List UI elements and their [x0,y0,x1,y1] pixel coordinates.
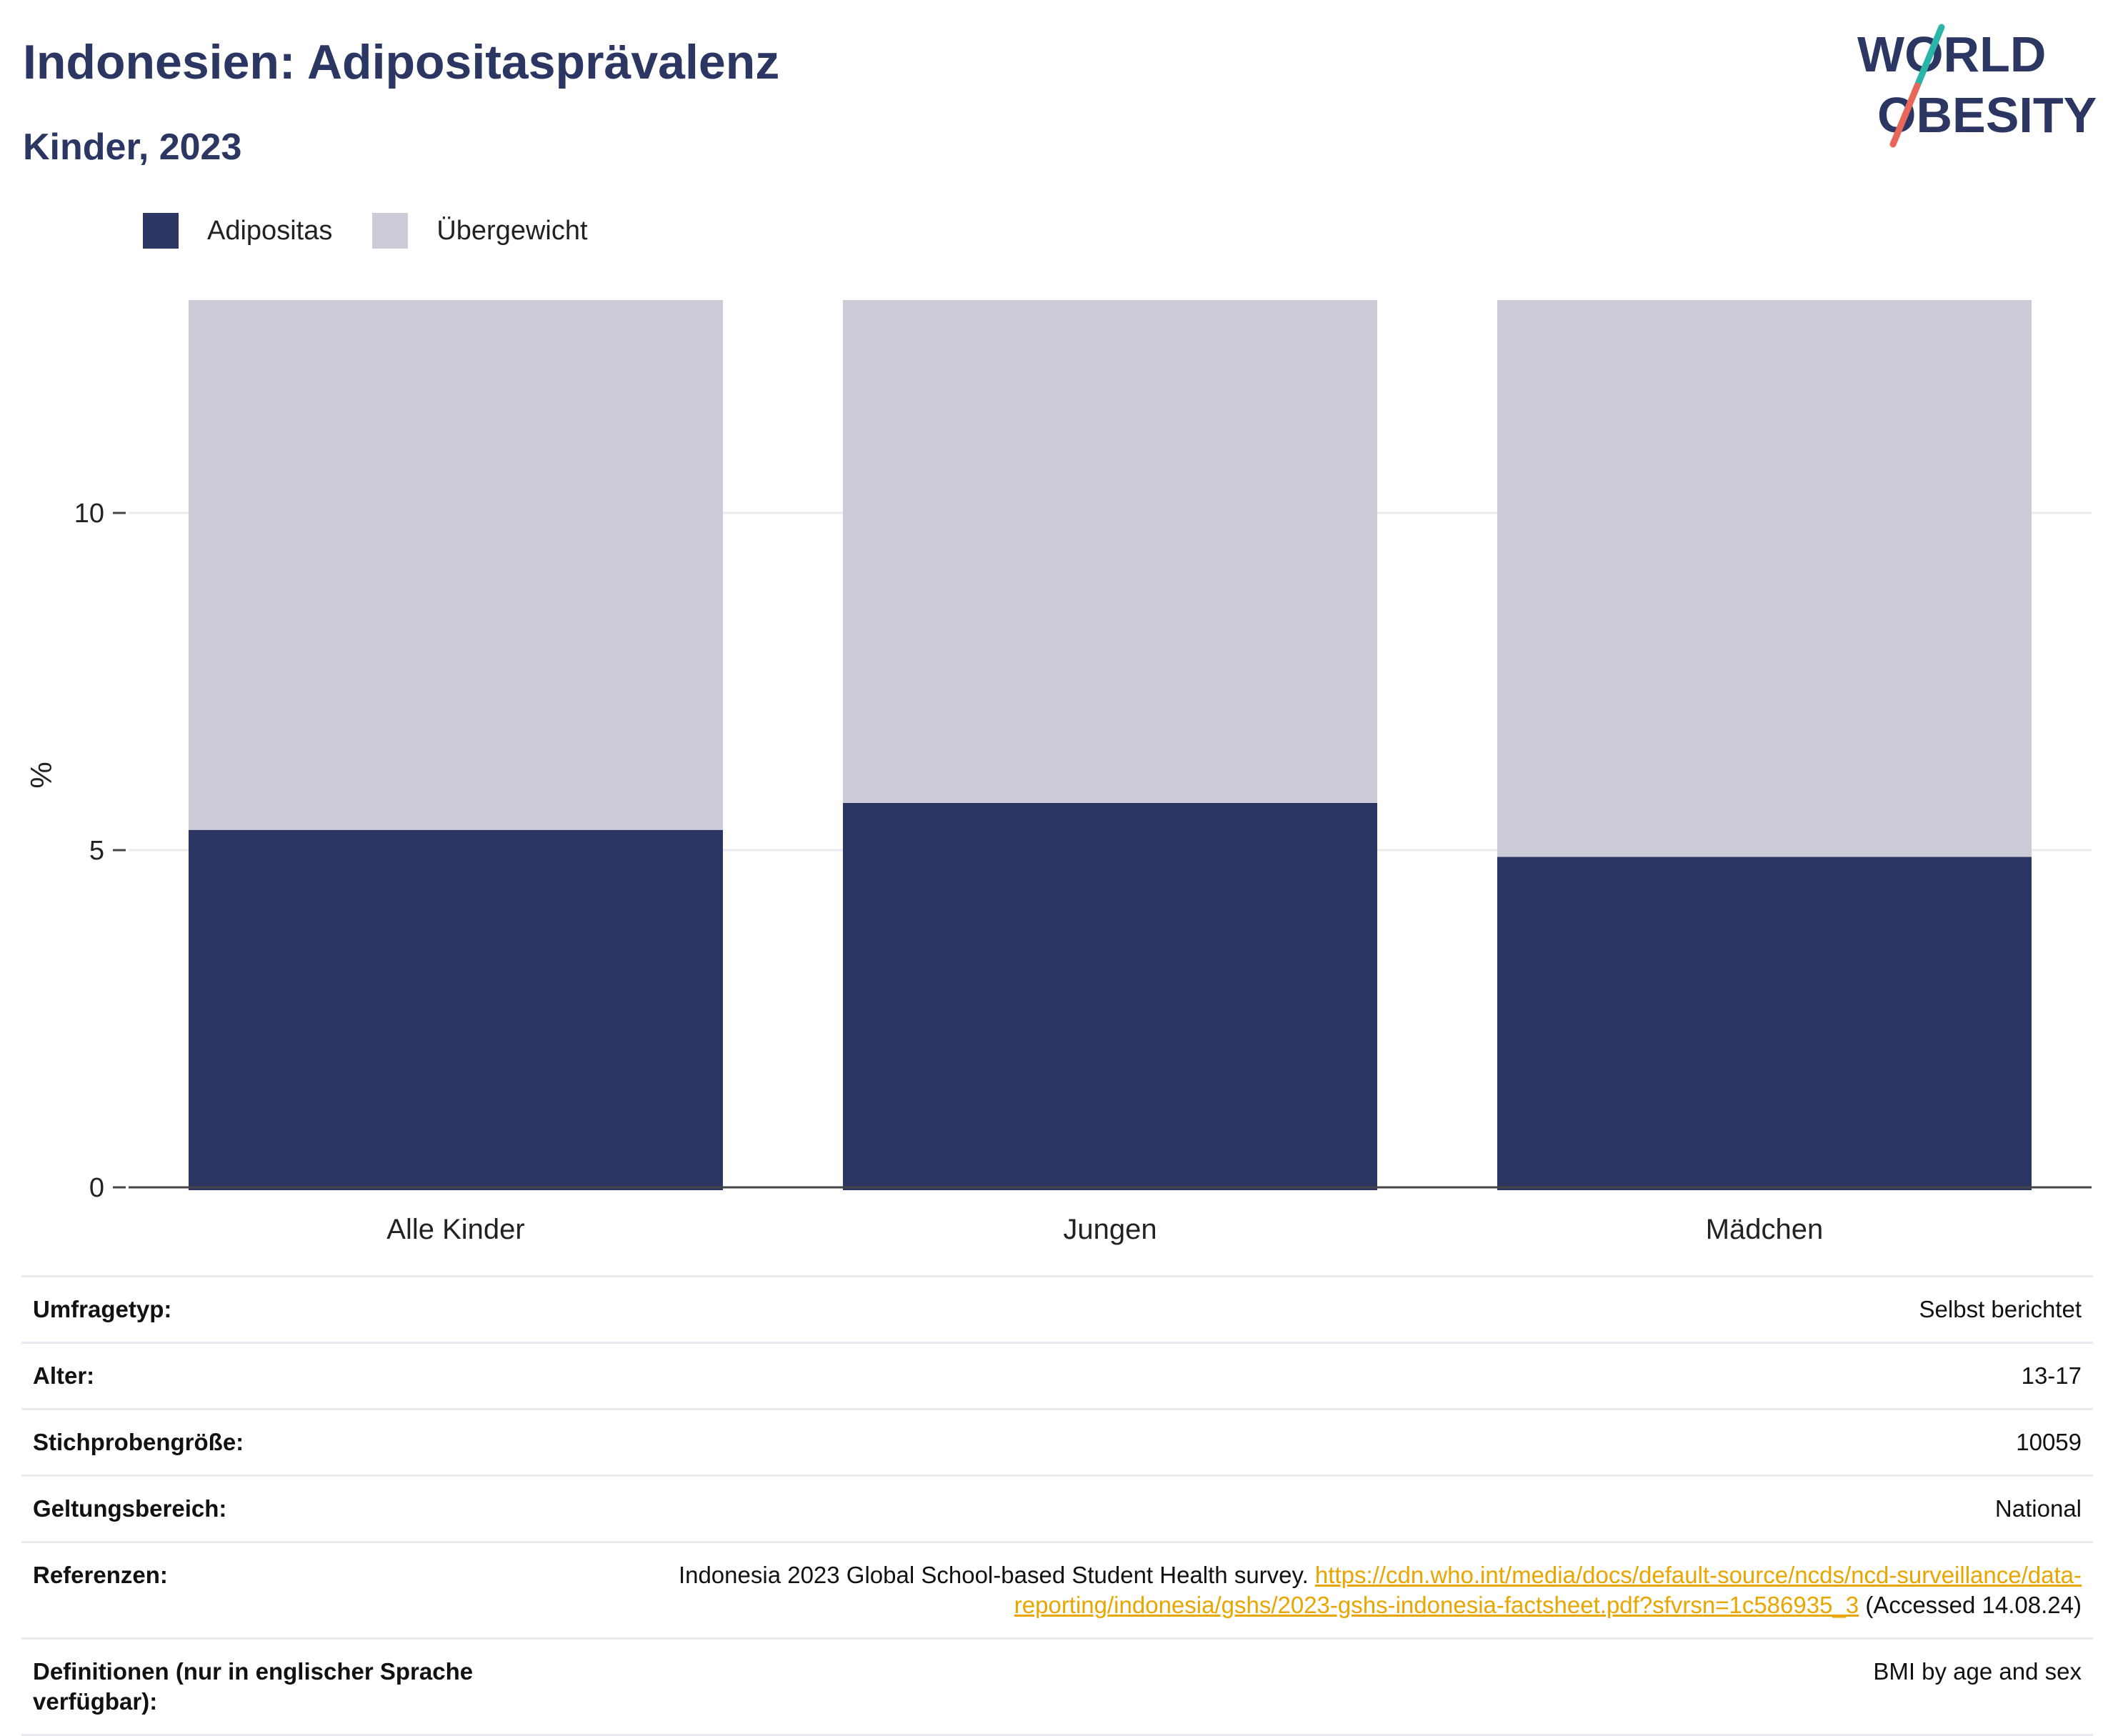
info-row-definitions: Definitionen (nur in englischer Sprache v… [21,1637,2093,1736]
info-row-references: Referenzen: Indonesia 2023 Global School… [21,1541,2093,1639]
reference-link[interactable]: https://cdn.who.int/media/docs/default-s… [1014,1562,2082,1618]
info-table: Umfragetyp: Selbst berichtet Alter: 13-1… [21,1275,2093,1736]
legend-item-obesity[interactable]: Adipositas [143,213,332,249]
legend-item-overweight[interactable]: Übergewicht [372,213,588,249]
y-tick-label: 10 [74,499,104,529]
bar-obesity [1497,857,2032,1190]
info-row-age: Alter: 13-17 [21,1342,2093,1410]
bar-overweight [1497,300,2032,857]
page-title: Indonesien: Adipositasprävalenz [23,35,780,89]
info-row-sample-size: Stichprobengröße: 10059 [21,1408,2093,1476]
info-label: Alter: [21,1342,559,1410]
reference-accessed: (Accessed 14.08.24) [1865,1592,2082,1618]
info-row-survey-type: Umfragetyp: Selbst berichtet [21,1275,2093,1343]
bar-overweight [189,300,723,830]
y-tick-label: 0 [89,1173,104,1203]
bar-obesity [189,829,723,1190]
bar-overweight [843,300,1377,803]
bar-obesity [843,802,1377,1190]
reference-link-line1: https://cdn.who.int/media/docs/default-s… [1314,1562,2082,1588]
info-value: Selbst berichtet [559,1275,2093,1343]
info-label: Umfragetyp: [21,1275,559,1343]
info-label: Stichprobengröße: [21,1408,559,1476]
legend-swatch-obesity [143,213,179,249]
world-obesity-logo: WORLD OBESITY [1857,24,2097,148]
x-tick-label: Mädchen [1706,1214,1824,1245]
definitions-label-line2: verfügbar): [33,1688,158,1715]
info-value: 13-17 [559,1342,2093,1410]
definitions-label-line1: Definitionen (nur in englischer Sprache [33,1658,474,1685]
y-tick-label: 5 [89,836,104,866]
reference-link-line2: reporting/indonesia/gshs/2023-gshs-indon… [1014,1592,1859,1618]
info-value: National [559,1475,2093,1542]
info-row-scope: Geltungsbereich: National [21,1475,2093,1542]
x-tick-label: Alle Kinder [386,1214,524,1245]
legend-swatch-overweight [372,213,409,249]
chart-legend: Adipositas Übergewicht [143,213,628,249]
info-value: Indonesia 2023 Global School-based Stude… [559,1541,2093,1639]
info-label: Definitionen (nur in englischer Sprache v… [21,1637,559,1736]
y-axis-label: % [24,762,58,788]
reference-text: Indonesia 2023 Global School-based Stude… [678,1562,1309,1588]
info-value: 10059 [559,1408,2093,1476]
svg-text:WORLD: WORLD [1857,26,2046,82]
x-tick-label: Jungen [1063,1214,1157,1245]
page-subtitle: Kinder, 2023 [23,126,242,168]
legend-label-obesity: Adipositas [207,215,333,246]
legend-label-overweight: Übergewicht [436,215,588,246]
info-label: Referenzen: [21,1541,559,1639]
info-label: Geltungsbereich: [21,1475,559,1542]
info-value: BMI by age and sex [559,1637,2093,1736]
